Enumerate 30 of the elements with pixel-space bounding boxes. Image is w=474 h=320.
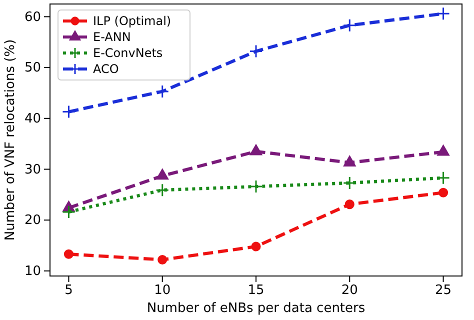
legend-label: ILP (Optimal) [93, 14, 172, 28]
point [344, 200, 354, 210]
y-tick-label: 40 [24, 112, 41, 127]
y-tick-label: 30 [24, 162, 41, 178]
y-tick-label: 20 [24, 213, 41, 228]
x-tick-label: 5 [64, 283, 73, 298]
point [62, 205, 76, 219]
y-axis-title: Number of VNF relocations (%) [3, 39, 18, 241]
x-tick-label: 25 [435, 283, 452, 298]
x-tick-label: 15 [248, 283, 264, 298]
point [158, 254, 168, 265]
legend-label: E-ConvNets [93, 46, 163, 60]
y-tick-label: 50 [24, 60, 41, 76]
point [249, 44, 263, 58]
x-axis-title: Number of eNBs per data centers [146, 301, 366, 316]
x-tick-label: 20 [341, 283, 358, 298]
point [62, 105, 76, 119]
point [156, 84, 170, 98]
y-tick-label: 60 [24, 10, 41, 25]
point [342, 18, 356, 32]
point [251, 242, 261, 252]
legend-label: ACO [93, 62, 119, 76]
point [156, 183, 170, 197]
y-tick-label: 10 [24, 264, 41, 280]
point [249, 180, 263, 194]
x-tick-label: 10 [154, 283, 171, 298]
legend-label: E-ANN [93, 30, 131, 44]
point [64, 249, 74, 259]
point [438, 188, 448, 198]
point [436, 6, 450, 20]
